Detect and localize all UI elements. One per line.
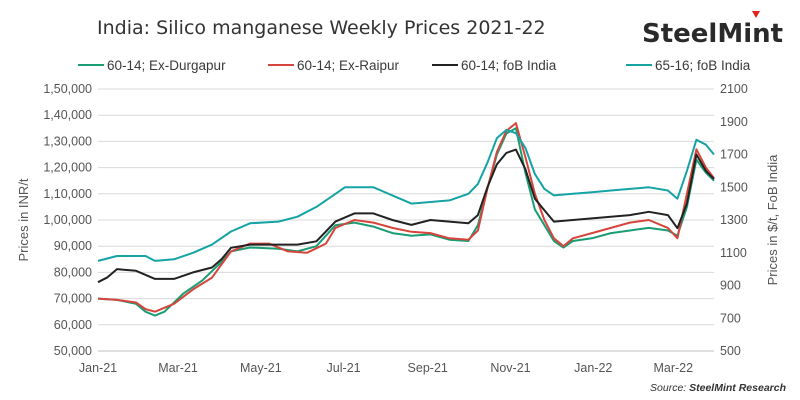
y-right-tick-label: 1300 bbox=[720, 213, 748, 227]
x-tick-label: Jan-21 bbox=[79, 361, 117, 375]
y-right-tick-label: 700 bbox=[720, 311, 741, 325]
legend-label: 60-14; Ex-Durgapur bbox=[107, 58, 226, 73]
y-axis-left-label: Prices in INR/t bbox=[16, 178, 31, 261]
logo-text-steel: Steel bbox=[642, 19, 717, 49]
source-prefix: Source: bbox=[650, 382, 689, 394]
logo-text-mint: Mint bbox=[717, 19, 783, 49]
chart-legend: 60-14; Ex-Durgapur 60-14; Ex-Raipur 60-14;… bbox=[78, 58, 751, 73]
y-right-tick-label: 900 bbox=[720, 279, 741, 293]
y-left-tick-label: 50,000 bbox=[54, 344, 92, 358]
legend-item-65-16-fob-india: 65-16; foB India bbox=[626, 58, 751, 73]
legend-label: 60-14; foB India bbox=[461, 58, 557, 73]
y-right-tick-label: 1100 bbox=[720, 246, 747, 260]
source-brand: SteelMint Research bbox=[689, 382, 786, 394]
y-right-tick-label: 2100 bbox=[720, 82, 748, 96]
steelmint-logo: SteelMint bbox=[642, 11, 783, 49]
logo-text: SteelMint bbox=[642, 19, 783, 49]
y-left-tick-label: 1,20,000 bbox=[43, 161, 92, 175]
y-left-tick-label: 1,00,000 bbox=[43, 213, 92, 227]
y-left-tick-label: 1,10,000 bbox=[43, 187, 92, 201]
legend-label: 60-14; Ex-Raipur bbox=[297, 58, 400, 73]
legend-item-60-14-fob-india: 60-14; foB India bbox=[432, 58, 557, 73]
legend-label: 65-16; foB India bbox=[655, 58, 751, 73]
chart-title: India: Silico manganese Weekly Prices 20… bbox=[97, 17, 546, 39]
series-line-60-14-ex-raipur bbox=[97, 122, 715, 313]
chart-axes: 50,000 60,000 70,000 80,000 90,000 1,00,000 1,… bbox=[43, 82, 748, 375]
y-left-tick-label: 60,000 bbox=[54, 318, 92, 332]
y-left-tick-label: 90,000 bbox=[54, 239, 92, 253]
y-axis-right-label: Prices in $/t, FoB India bbox=[765, 154, 780, 286]
chart-grid bbox=[98, 88, 714, 352]
legend-item-60-14-ex-durgapur: 60-14; Ex-Durgapur bbox=[78, 58, 226, 73]
series-line-60-14-fob-india bbox=[97, 148, 715, 284]
y-left-tick-label: 1,30,000 bbox=[43, 134, 92, 148]
x-tick-label: May-21 bbox=[240, 361, 282, 375]
y-left-tick-label: 70,000 bbox=[54, 292, 92, 306]
y-left-tick-label: 1,40,000 bbox=[43, 108, 92, 122]
x-tick-label: Sep-21 bbox=[408, 361, 448, 375]
legend-item-60-14-ex-raipur: 60-14; Ex-Raipur bbox=[268, 58, 400, 73]
series-line-60-14-ex-durgapur bbox=[97, 127, 715, 317]
source-note: Source: SteelMint Research bbox=[650, 382, 786, 394]
series-line-65-16-fob-india bbox=[97, 128, 715, 262]
y-right-tick-label: 1500 bbox=[720, 180, 748, 194]
x-tick-label: Mar-22 bbox=[653, 361, 693, 375]
chart-series bbox=[97, 122, 715, 317]
x-tick-label: Jan-22 bbox=[574, 361, 612, 375]
logo-accent-icon bbox=[752, 11, 760, 18]
x-tick-label: Jul-21 bbox=[327, 361, 361, 375]
y-right-tick-label: 500 bbox=[720, 344, 741, 358]
y-right-tick-label: 1700 bbox=[720, 148, 748, 162]
y-left-tick-label: 1,50,000 bbox=[43, 82, 92, 96]
x-tick-label: Nov-21 bbox=[490, 361, 530, 375]
y-left-tick-label: 80,000 bbox=[54, 265, 92, 279]
x-tick-label: Mar-21 bbox=[158, 361, 198, 375]
y-right-tick-label: 1900 bbox=[720, 115, 748, 129]
